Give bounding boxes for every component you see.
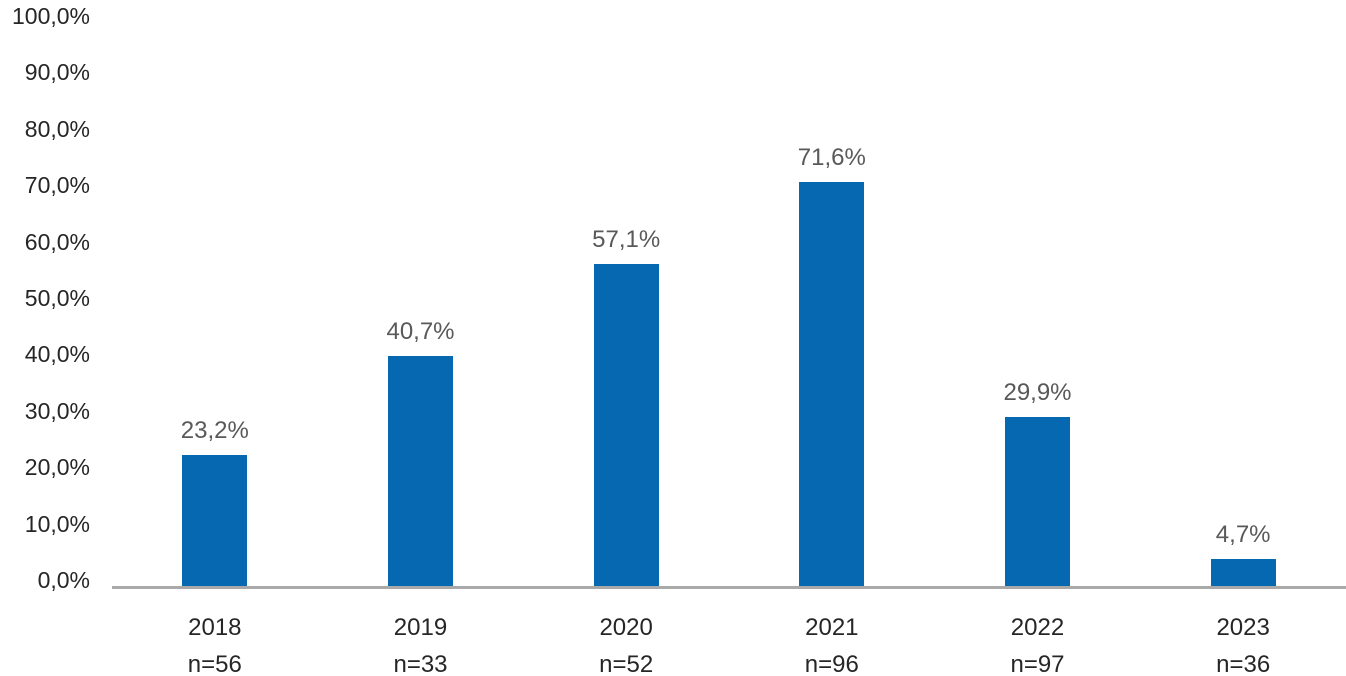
bar-2022 xyxy=(1005,417,1070,586)
y-axis-tick-label: 60,0% xyxy=(24,228,90,255)
category-sample-size-label: n=52 xyxy=(599,651,654,676)
value-label-2019: 40,7% xyxy=(386,318,455,346)
bar-2019 xyxy=(388,356,453,586)
y-axis-tick-label: 70,0% xyxy=(24,172,90,199)
y-axis-tick-label: 100,0% xyxy=(11,3,90,29)
value-label-2022: 29,9% xyxy=(1003,379,1072,407)
y-axis-tick-label: 0,0% xyxy=(37,567,90,593)
y-axis-tick-label: 50,0% xyxy=(24,285,90,311)
y-axis-tick-label: 80,0% xyxy=(24,115,90,142)
value-label-2021: 71,6% xyxy=(797,144,866,172)
y-axis-tick-label: 40,0% xyxy=(24,341,90,368)
x-axis-label-2019: 2019 n=33 xyxy=(336,613,506,676)
x-axis-line xyxy=(112,586,1346,589)
bar-2021 xyxy=(799,182,865,586)
bar-2020 xyxy=(593,263,659,586)
category-year-label: 2020 xyxy=(599,614,653,641)
value-label-2020: 57,1% xyxy=(592,225,661,253)
category-year-label: 2021 xyxy=(805,614,859,641)
category-sample-size-label: n=36 xyxy=(1216,651,1271,676)
y-axis-tick-label: 30,0% xyxy=(24,397,90,424)
category-year-label: 2019 xyxy=(393,614,448,641)
x-axis-label-2022: 2022 n=97 xyxy=(953,613,1123,676)
x-axis-label-2023: 2023 n=36 xyxy=(1158,613,1328,676)
category-year-label: 2023 xyxy=(1216,614,1270,641)
x-axis-label-2021: 2021 n=96 xyxy=(747,613,917,676)
category-sample-size-label: n=97 xyxy=(1010,651,1065,676)
bar-2018 xyxy=(182,455,248,586)
y-axis-tick-label: 20,0% xyxy=(24,454,90,481)
category-sample-size-label: n=56 xyxy=(187,651,242,676)
value-label-2023: 4,7% xyxy=(1215,521,1271,549)
y-axis-tick-label: 90,0% xyxy=(24,59,90,86)
bar-2023 xyxy=(1210,559,1276,586)
x-axis-label-2020: 2020 n=52 xyxy=(541,613,711,676)
category-sample-size-label: n=33 xyxy=(393,651,448,676)
y-axis-tick-label: 10,0% xyxy=(24,510,90,537)
category-sample-size-label: n=96 xyxy=(804,651,859,676)
category-year-label: 2018 xyxy=(188,614,242,641)
value-label-2018: 23,2% xyxy=(180,417,249,445)
x-axis-label-2018: 2018 n=56 xyxy=(130,613,300,676)
category-year-label: 2022 xyxy=(1010,614,1065,641)
